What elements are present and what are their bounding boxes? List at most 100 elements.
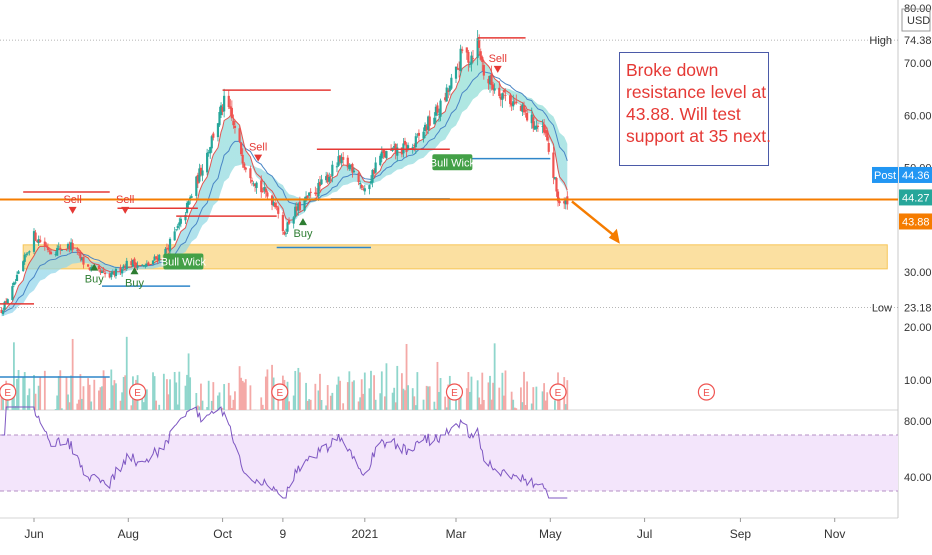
volume-bar xyxy=(206,407,208,410)
candle-body xyxy=(524,110,526,112)
volume-bar xyxy=(67,395,69,410)
volume-bar xyxy=(299,372,301,410)
volume-bar xyxy=(501,373,503,410)
annotation-line: 43.88. Will test xyxy=(626,103,764,125)
volume-bar xyxy=(359,397,361,410)
candle-body xyxy=(45,245,47,246)
buy-signal-label: Buy xyxy=(293,228,312,240)
candle-body xyxy=(24,255,26,262)
volume-bar xyxy=(314,384,316,410)
volume-bar xyxy=(262,405,264,410)
volume-bar xyxy=(177,405,179,410)
volume-bar xyxy=(212,382,214,410)
volume-bar xyxy=(372,409,374,410)
volume-bar xyxy=(58,376,60,410)
candle-body xyxy=(79,252,81,258)
volume-bar xyxy=(395,402,397,410)
candle-body xyxy=(364,188,366,191)
volume-bar xyxy=(288,401,290,410)
candle-body xyxy=(25,254,27,255)
volume-bar xyxy=(526,381,528,410)
volume-bar xyxy=(440,378,442,410)
volume-bar xyxy=(104,377,106,410)
volume-bar xyxy=(429,386,431,410)
candle-body xyxy=(412,147,414,148)
volume-bar xyxy=(229,395,231,410)
volume-bar xyxy=(546,392,548,410)
candle-body xyxy=(336,166,338,167)
candle-body xyxy=(446,88,448,102)
candle-body xyxy=(483,65,485,76)
volume-bar xyxy=(384,396,386,410)
candle-body xyxy=(169,239,171,252)
volume-bar xyxy=(189,377,191,410)
x-tick-label: 9 xyxy=(280,527,287,541)
sell-signal-label: Sell xyxy=(63,194,81,206)
volume-bar xyxy=(168,394,170,410)
volume-bar xyxy=(427,386,429,410)
volume-bar xyxy=(16,379,18,410)
volume-bar xyxy=(483,400,485,410)
volume-bar xyxy=(188,353,190,410)
candle-body xyxy=(308,192,310,195)
sell-signal-label: Sell xyxy=(116,194,134,206)
candle-body xyxy=(65,249,67,250)
volume-bar xyxy=(481,373,483,410)
volume-bar xyxy=(110,370,112,410)
candle-body xyxy=(282,215,284,231)
annotation-line: Broke down xyxy=(626,59,764,81)
volume-bar xyxy=(358,401,360,410)
volume-bar xyxy=(338,377,340,410)
earnings-marker-label: E xyxy=(555,388,562,399)
candle-body xyxy=(299,202,301,211)
candle-body xyxy=(285,233,287,234)
candle-body xyxy=(330,176,332,177)
volume-bar xyxy=(370,371,372,410)
candle-body xyxy=(243,164,245,168)
candle-body xyxy=(17,271,19,273)
candle-body xyxy=(126,261,128,269)
candle-body xyxy=(191,196,193,197)
candle-body xyxy=(548,143,550,152)
volume-bar xyxy=(415,405,417,410)
x-tick-label: Aug xyxy=(118,527,139,541)
price-tick-label: 30.00 xyxy=(904,267,932,279)
annotation-line: resistance level at xyxy=(626,81,764,103)
volume-bar xyxy=(242,381,244,410)
volume-bar xyxy=(381,371,383,410)
candle-body xyxy=(201,170,203,175)
bull-wick-label: Bull Wick xyxy=(430,157,476,169)
candle-body xyxy=(58,247,60,248)
candle-body xyxy=(27,253,29,254)
candle-body xyxy=(234,126,236,128)
candle-body xyxy=(212,134,214,138)
volume-bar xyxy=(101,386,103,410)
price-marker-name: High xyxy=(869,35,892,47)
candle-body xyxy=(240,142,242,154)
candle-body xyxy=(422,132,424,139)
candle-body xyxy=(415,136,417,147)
volume-bar xyxy=(38,386,40,410)
earnings-marker-label: E xyxy=(451,388,458,399)
volume-bar xyxy=(66,377,68,410)
x-tick-label: Sep xyxy=(730,527,752,541)
volume-bar xyxy=(403,389,405,410)
price-tick-label: 60.00 xyxy=(904,110,932,122)
candle-body xyxy=(223,96,225,112)
x-tick-label: Jun xyxy=(24,527,43,541)
candle-body xyxy=(164,249,166,254)
candle-body xyxy=(310,192,312,193)
volume-bar xyxy=(293,396,295,410)
candle-body xyxy=(121,269,123,273)
candle-body xyxy=(546,131,548,141)
volume-bar xyxy=(446,407,448,410)
volume-bar xyxy=(240,378,242,410)
candle-body xyxy=(328,177,330,182)
volume-bar xyxy=(93,380,95,410)
price-marker-name: Low xyxy=(872,303,892,315)
candle-body xyxy=(359,183,361,184)
level-price-value: 43.88 xyxy=(902,216,930,228)
sell-signal-label: Sell xyxy=(249,142,267,154)
volume-bar xyxy=(263,409,265,410)
